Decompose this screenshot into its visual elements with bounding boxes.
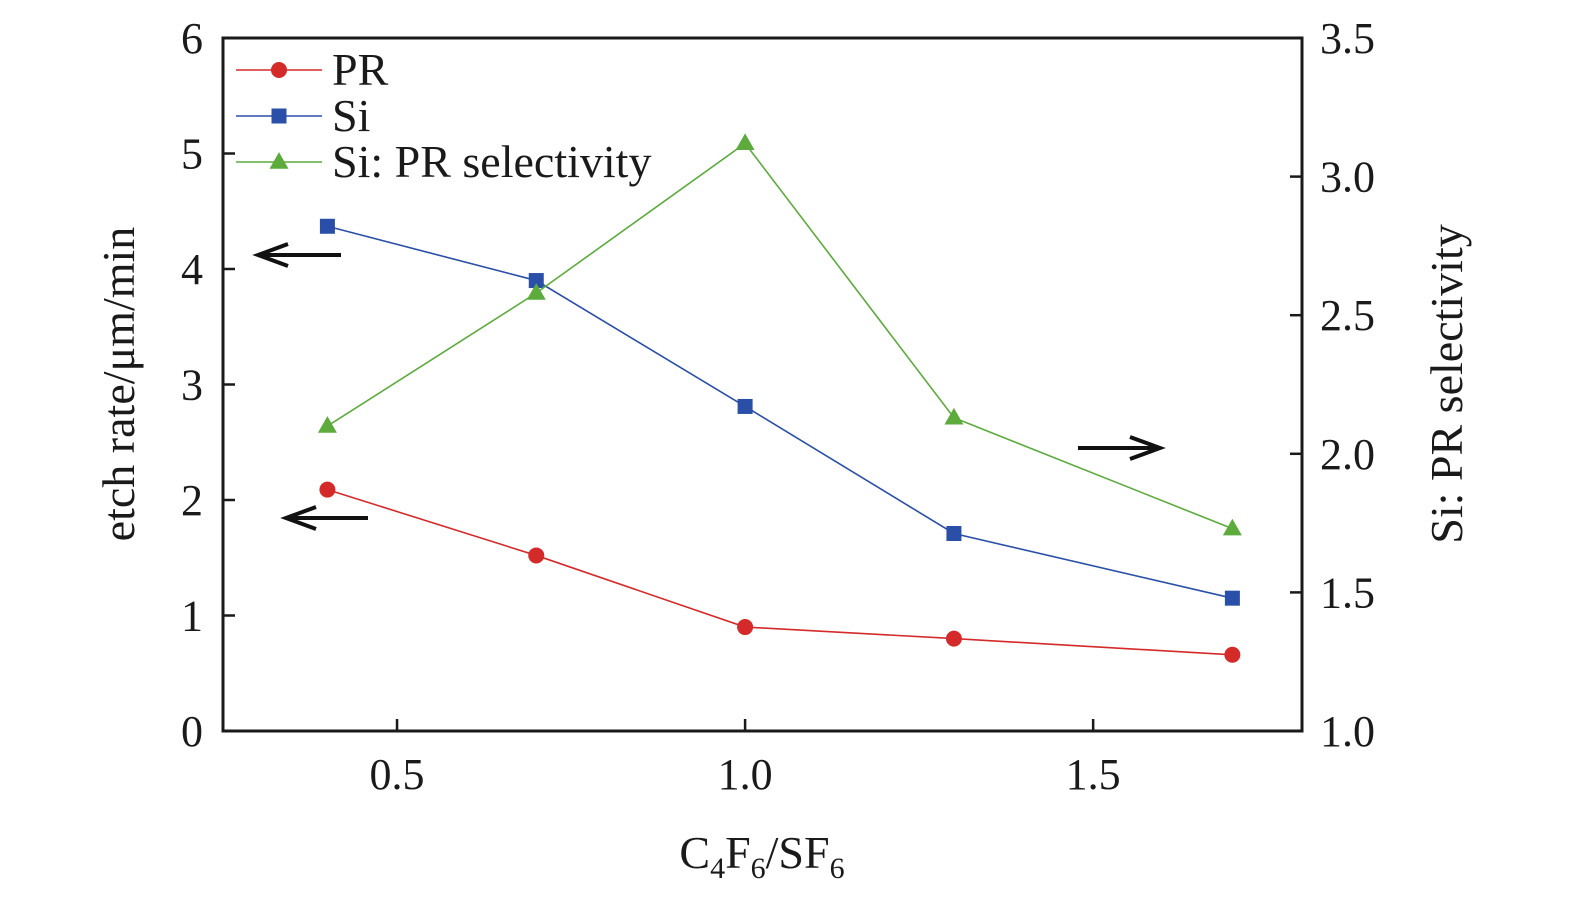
series-0-point-3 — [945, 630, 962, 647]
y-left-tick-label-1: 1 — [181, 592, 203, 641]
legend-marker-1 — [271, 108, 287, 124]
y-right-tick-label-5: 3.5 — [1320, 14, 1375, 63]
y-right-tick-label-2: 2.0 — [1320, 430, 1375, 479]
series-1-point-1 — [528, 273, 544, 289]
series-0-point-4 — [1224, 646, 1241, 663]
series-1-line — [327, 225, 1233, 599]
legend-marker-0 — [271, 62, 287, 78]
x-axis-title-c: C — [679, 827, 710, 878]
series-layer — [317, 133, 1242, 663]
series-1-point-4 — [1224, 590, 1240, 606]
x-axis-title-sub-6a: 6 — [751, 852, 766, 885]
y-axis-right-title: Si: PR selectivity — [1421, 224, 1472, 543]
series-2-point-2 — [735, 133, 755, 151]
x-axis-title-sub-6b: 6 — [830, 852, 845, 885]
x-axis-title: C4F6/SF6 — [679, 827, 844, 885]
y-right-tick-label-4: 3.0 — [1320, 153, 1375, 202]
arrow-si-left — [252, 242, 341, 268]
series-0-point-2 — [737, 619, 754, 636]
x-axis-title-sub-4: 4 — [710, 852, 725, 885]
x-tick-label-2: 1.5 — [1066, 750, 1121, 799]
y-left-tick-label-0: 0 — [181, 707, 203, 756]
arrow-selectivity-right-head — [1129, 435, 1166, 461]
series-2-point-4 — [1222, 518, 1242, 536]
series-1 — [319, 218, 1240, 606]
arrow-pr-left-head — [280, 505, 317, 531]
series-2-point-1 — [526, 283, 546, 300]
arrow-selectivity-right — [1078, 435, 1166, 461]
series-0-line — [327, 488, 1233, 656]
x-axis-title-sf: /SF — [766, 827, 830, 878]
series-0-point-1 — [528, 547, 545, 564]
y-left-tick-label-4: 4 — [181, 245, 203, 294]
y-right-tick-label-3: 2.5 — [1320, 291, 1375, 340]
y-right-tick-label-1: 1.5 — [1320, 568, 1375, 617]
x-tick-label-1: 1.0 — [718, 750, 773, 799]
x-axis-title-f: F — [725, 827, 751, 878]
y-left-tick-label-6: 6 — [181, 14, 203, 63]
y-left-tick-label-2: 2 — [181, 476, 203, 525]
ticks-layer: 0 1 2 3 4 5 6 1.0 1.5 2.0 2.5 3.0 3.5 0.5 1.0 1.5 — [181, 14, 1375, 799]
y-right-tick-label-0: 1.0 — [1320, 707, 1375, 756]
series-1-point-0 — [319, 218, 335, 234]
y-left-tick-label-3: 3 — [181, 361, 203, 410]
legend-label-1: Si — [332, 90, 370, 141]
legend-label-2: Si: PR selectivity — [332, 136, 651, 187]
series-1-point-2 — [737, 398, 753, 414]
y-axis-left-title: etch rate/μm/min — [93, 227, 144, 542]
series-0 — [319, 481, 1241, 663]
series-2-point-0 — [317, 416, 337, 433]
axis-arrows — [252, 242, 1166, 531]
series-2-point-3 — [944, 407, 964, 425]
arrow-pr-left — [280, 505, 368, 531]
series-2-line — [326, 142, 1233, 530]
y-left-tick-label-5: 5 — [181, 130, 203, 179]
legend-marker-2 — [269, 152, 289, 169]
series-0-point-0 — [319, 481, 336, 498]
series-2 — [317, 133, 1242, 536]
arrow-si-left-head — [252, 242, 289, 268]
x-tick-label-0: 0.5 — [370, 750, 425, 799]
legend-label-0: PR — [332, 44, 389, 95]
series-1-point-3 — [946, 525, 962, 541]
